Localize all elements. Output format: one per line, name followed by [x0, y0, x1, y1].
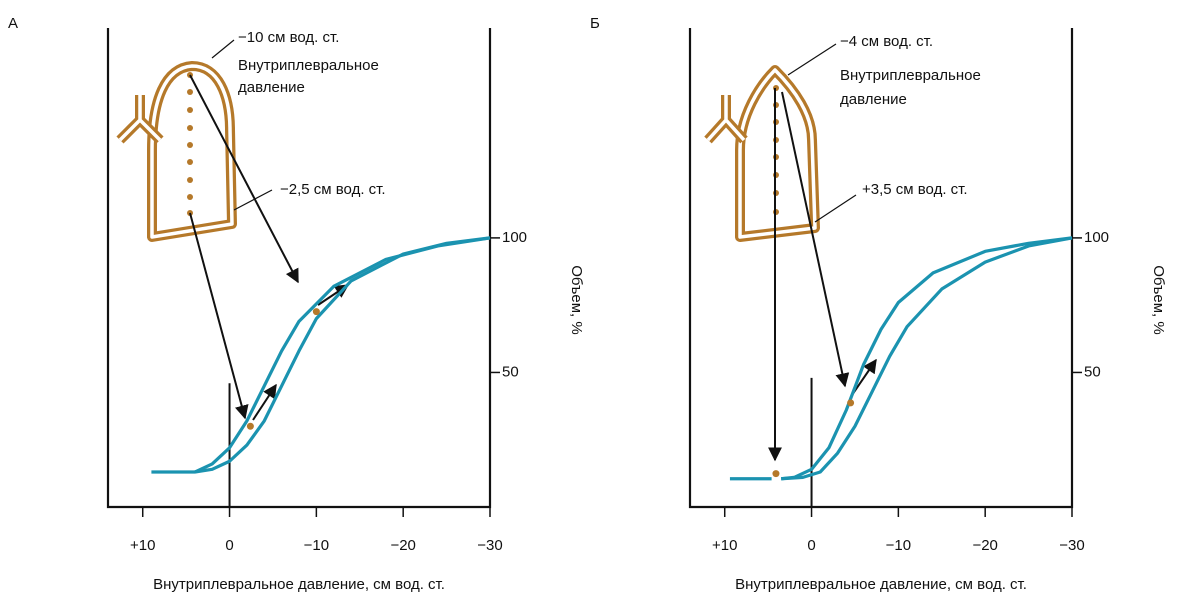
x-axis-label: Внутриплевральное давление, см вод. ст.	[153, 576, 445, 593]
annotation: Внутриплевральное	[840, 67, 981, 84]
annotation: давление	[238, 79, 305, 96]
point	[246, 422, 254, 430]
x-tick-label: −30	[477, 537, 502, 554]
axis-frame	[688, 28, 1074, 509]
x-tick-label: −30	[1059, 537, 1084, 554]
x-tick-label: −10	[886, 537, 911, 554]
annotation: −4 см вод. ст.	[840, 33, 933, 50]
y-axis-label: Объем, %	[1150, 265, 1167, 334]
x-tick-label: 0	[225, 537, 233, 554]
curve	[781, 236, 1073, 481]
x-tick-label: −10	[304, 537, 329, 554]
annotation: +3,5 см вод. ст.	[862, 181, 968, 198]
lung-diagram-b	[704, 43, 877, 462]
annotation: давление	[840, 91, 907, 108]
panel-label: А	[8, 15, 18, 32]
lung-diagram-a	[120, 39, 350, 421]
annotation: −10 см вод. ст.	[238, 29, 339, 46]
y-tick-label: 100	[502, 229, 527, 246]
axis-frame	[106, 28, 492, 509]
x-axis-label: Внутриплевральное давление, см вод. ст.	[735, 576, 1027, 593]
panel-label: Б	[590, 15, 600, 32]
annotation: Внутриплевральное	[238, 57, 379, 74]
y-tick-label: 50	[502, 363, 519, 380]
point	[847, 399, 855, 407]
curve	[194, 236, 491, 474]
x-tick-label: −20	[390, 537, 415, 554]
y-tick-label: 100	[1084, 229, 1109, 246]
x-tick-label: +10	[712, 537, 737, 554]
curve	[780, 236, 1073, 481]
y-tick-label: 50	[1084, 363, 1101, 380]
curve	[151, 236, 491, 474]
x-tick-label: −20	[972, 537, 997, 554]
annotation: −2,5 см вод. ст.	[280, 181, 386, 198]
point	[312, 308, 320, 316]
point	[772, 470, 780, 478]
y-axis-label: Объем, %	[568, 265, 585, 334]
x-tick-label: 0	[807, 537, 815, 554]
x-tick-label: +10	[130, 537, 155, 554]
